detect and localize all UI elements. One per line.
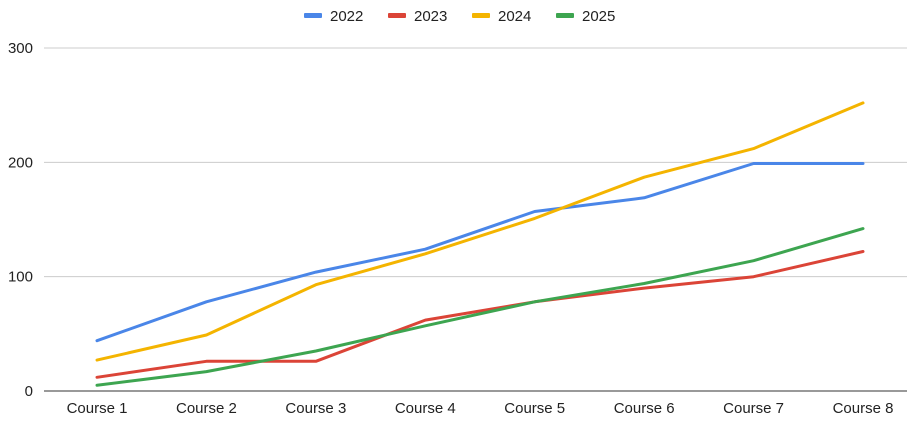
series-line-2024 [95, 101, 865, 362]
x-tick-label: Course 8 [833, 400, 894, 417]
x-tick-label: Course 3 [285, 400, 346, 417]
series-line-2025 [95, 227, 865, 387]
legend-label: 2022 [330, 8, 363, 25]
legend-item-2022[interactable]: 2022 [304, 8, 363, 25]
y-tick-label: 100 [8, 269, 33, 286]
y-axis-tick-labels: 0 100 200 300 [8, 40, 33, 400]
series-lines [95, 101, 865, 387]
legend-item-2023[interactable]: 2023 [388, 8, 447, 25]
x-tick-label: Course 7 [723, 400, 784, 417]
legend-label: 2024 [498, 8, 531, 25]
legend-swatch [556, 13, 574, 18]
x-tick-label: Course 1 [67, 400, 128, 417]
legend-swatch [388, 13, 406, 18]
x-axis-tick-labels: Course 1 Course 2 Course 3 Course 4 Course 5… [67, 400, 894, 417]
series-line-2022 [95, 162, 865, 343]
legend-label: 2023 [414, 8, 447, 25]
x-tick-label: Course 2 [176, 400, 237, 417]
x-tick-label: Course 4 [395, 400, 456, 417]
y-tick-label: 0 [25, 383, 33, 400]
x-tick-label: Course 6 [614, 400, 675, 417]
series-line-2023 [95, 250, 865, 379]
y-tick-label: 300 [8, 40, 33, 57]
x-tick-label: Course 5 [504, 400, 565, 417]
legend-item-2024[interactable]: 2024 [472, 8, 531, 25]
legend[interactable]: 2022 2023 2024 2025 [304, 8, 615, 25]
legend-swatch [472, 13, 490, 18]
legend-label: 2025 [582, 8, 615, 25]
legend-item-2025[interactable]: 2025 [556, 8, 615, 25]
y-tick-label: 200 [8, 154, 33, 171]
legend-swatch [304, 13, 322, 18]
